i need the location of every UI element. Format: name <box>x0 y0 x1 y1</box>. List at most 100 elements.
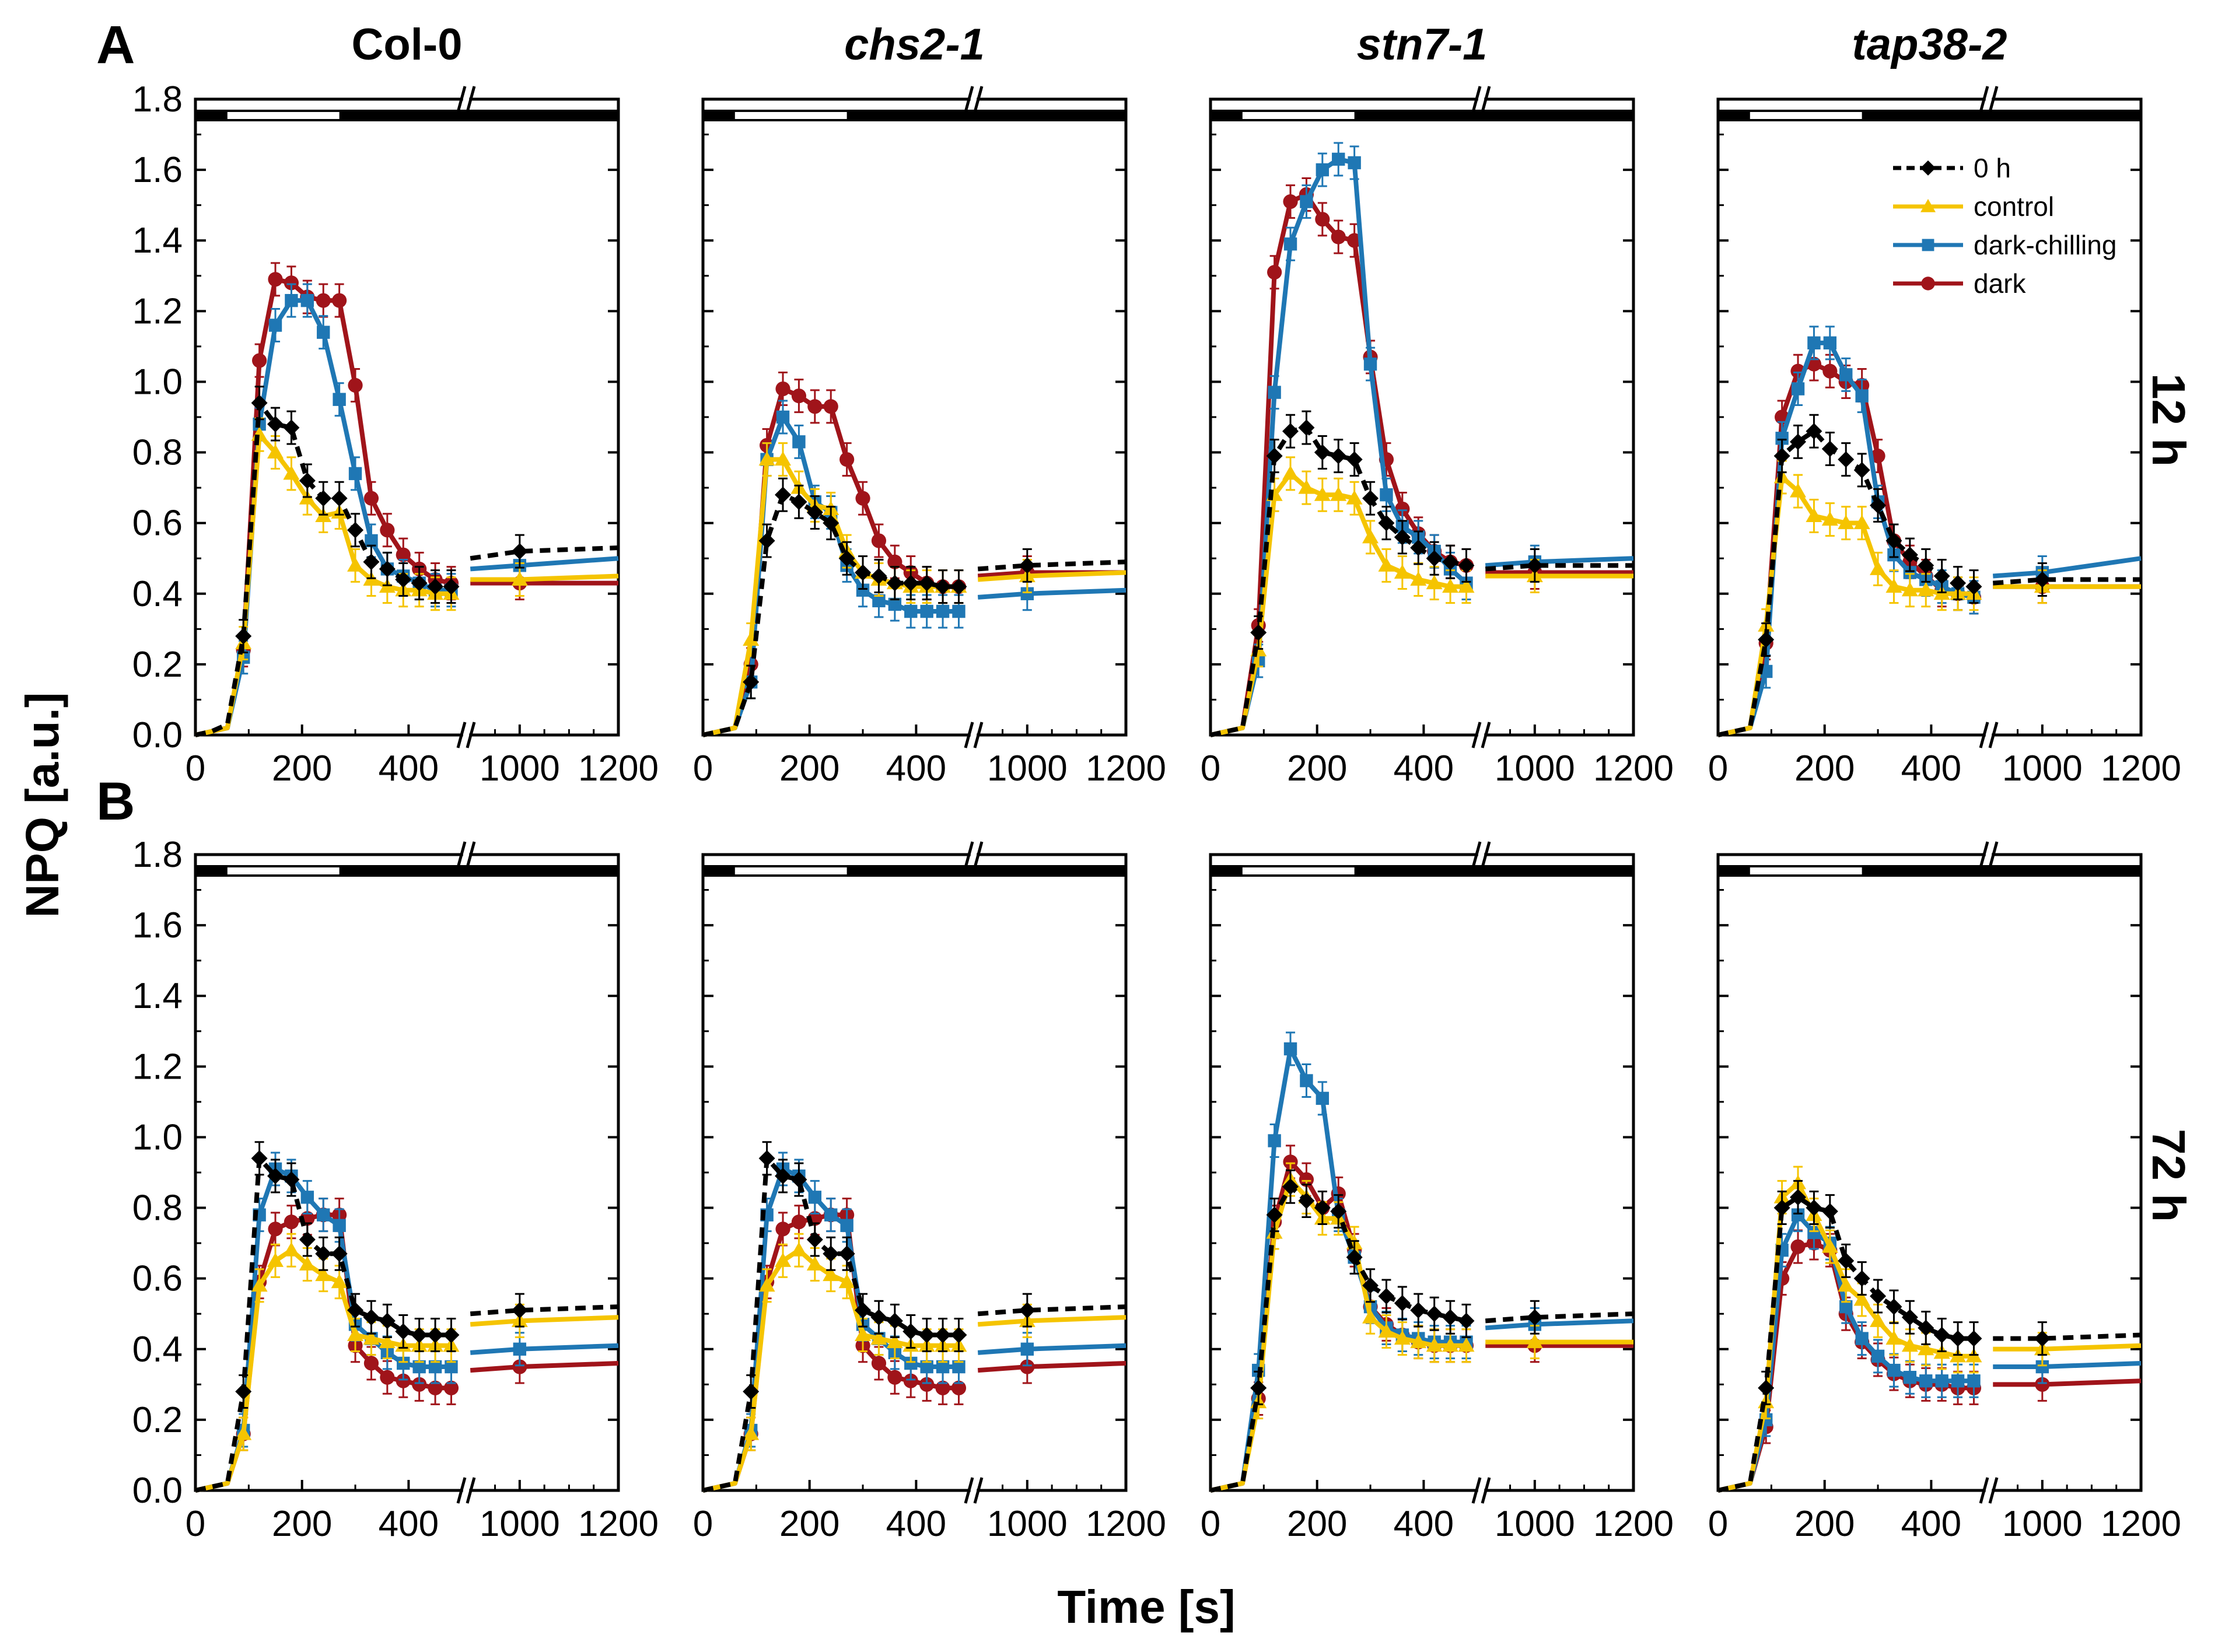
y-tick-label: 0.6 <box>132 503 183 544</box>
panel-tap38-2-72-h: 0 200 400 1000 1200 <box>1708 841 2181 1544</box>
data-point <box>1871 1349 1885 1363</box>
y-tick-label: 0.8 <box>132 1188 183 1228</box>
series-line <box>977 1343 1127 1355</box>
data-point <box>396 1373 411 1388</box>
axis-break-gap <box>970 1483 977 1497</box>
data-point <box>317 326 330 339</box>
data-point <box>1870 449 1885 464</box>
legend-label-control: control <box>1974 191 2054 222</box>
data-point <box>902 1323 919 1340</box>
x-tick-label: 1000 <box>2002 1504 2083 1544</box>
data-point <box>886 575 903 592</box>
axis-break-mark <box>456 722 467 748</box>
data-point <box>411 575 428 592</box>
series-line <box>470 1343 619 1355</box>
data-point <box>1903 566 1917 579</box>
data-point <box>1282 1178 1299 1195</box>
data-point <box>1283 1042 1297 1056</box>
x-tick-label: 400 <box>886 748 946 789</box>
data-point <box>1806 423 1822 440</box>
panel-col-0-72-h: 0.0 0.2 0.4 0.6 0.8 1.0 1.2 1.4 1.6 1.8 0 200 400 100… <box>132 835 659 1544</box>
series-line <box>470 573 619 582</box>
data-point <box>935 578 951 595</box>
x-tick-label: 200 <box>1794 1504 1855 1544</box>
data-point <box>1822 363 1838 379</box>
data-point <box>1887 1363 1901 1377</box>
light-period-bar <box>734 112 847 119</box>
data-point <box>952 1360 965 1374</box>
y-tick-label: 1.6 <box>132 150 183 190</box>
x-tick-label: 400 <box>379 1504 439 1544</box>
series-dark <box>195 262 618 737</box>
x-tick-label: 400 <box>1394 748 1454 789</box>
data-point <box>902 575 919 592</box>
data-point <box>1855 389 1869 402</box>
data-point <box>1378 557 1395 572</box>
axis-break-gap <box>463 728 470 742</box>
panel-chs2-1-12-h: 0 200 400 1000 1200 chs2-1 <box>693 20 1166 789</box>
x-tick-label: 1200 <box>578 748 659 789</box>
axis-break-mark <box>964 1477 974 1504</box>
data-point <box>950 1326 967 1343</box>
data-point <box>823 1266 839 1282</box>
data-point <box>1933 568 1950 584</box>
data-point <box>1885 1330 1902 1345</box>
y-tick-label: 0.8 <box>132 433 183 473</box>
data-point <box>1346 451 1363 468</box>
series-line <box>1992 577 2141 586</box>
axis-break-mark <box>1988 722 1999 748</box>
data-point <box>855 491 870 506</box>
data-point <box>333 1219 346 1233</box>
data-point <box>743 1426 760 1440</box>
axis-break-mark <box>1471 86 1482 113</box>
series-line <box>1993 1332 2142 1341</box>
data-point <box>1821 440 1838 457</box>
y-tick-label: 1.8 <box>132 79 183 120</box>
data-point <box>1965 578 1982 595</box>
data-point <box>951 1380 967 1395</box>
legend-marker <box>1920 199 1936 212</box>
data-point <box>950 578 967 595</box>
axis-break-mark <box>466 841 476 868</box>
data-point <box>1266 447 1283 464</box>
data-point <box>379 561 396 578</box>
axis-break-mark <box>1979 86 1989 113</box>
axis-break-mark <box>456 1477 467 1504</box>
y-tick-label: 0.0 <box>132 1471 183 1511</box>
data-point <box>1918 1340 1934 1356</box>
data-point <box>379 1312 396 1329</box>
data-point <box>317 1208 330 1222</box>
light-period-bar <box>734 867 847 874</box>
y-tick-label: 0.4 <box>132 1329 183 1370</box>
data-point <box>1838 1252 1855 1269</box>
x-axis-title: Time [s] <box>1057 1581 1235 1633</box>
data-point <box>1838 514 1855 530</box>
axis-break-mark <box>1988 86 1999 113</box>
y-tick-label: 1.6 <box>132 905 183 946</box>
data-point <box>1885 578 1902 593</box>
data-point <box>1951 1374 1965 1388</box>
data-point <box>920 604 933 618</box>
y-tick-label: 1.4 <box>132 976 183 1016</box>
series-line <box>977 587 1127 600</box>
data-point <box>252 353 267 368</box>
data-point <box>936 1360 950 1374</box>
data-point <box>1332 152 1345 166</box>
x-tick-label: 200 <box>779 748 839 789</box>
y-tick-label: 1.0 <box>132 1117 183 1157</box>
panel-tap38-2-12-h: 0 200 400 1000 1200 tap38-2 0 h control dark-chi… <box>1708 20 2181 789</box>
series-0-h <box>702 477 1127 737</box>
data-point <box>331 490 348 507</box>
data-point <box>775 451 792 466</box>
x-tick-label: 0 <box>1708 1504 1728 1544</box>
x-tick-label: 1200 <box>578 1504 659 1544</box>
series-line <box>1210 425 1467 737</box>
data-point <box>1853 1292 1870 1306</box>
data-point <box>331 1273 348 1289</box>
data-point <box>347 557 364 572</box>
x-tick-label: 1000 <box>1495 748 1575 789</box>
data-point <box>348 467 362 481</box>
x-tick-label: 0 <box>1201 1504 1220 1544</box>
series-control <box>702 442 1127 737</box>
data-point <box>332 293 347 308</box>
